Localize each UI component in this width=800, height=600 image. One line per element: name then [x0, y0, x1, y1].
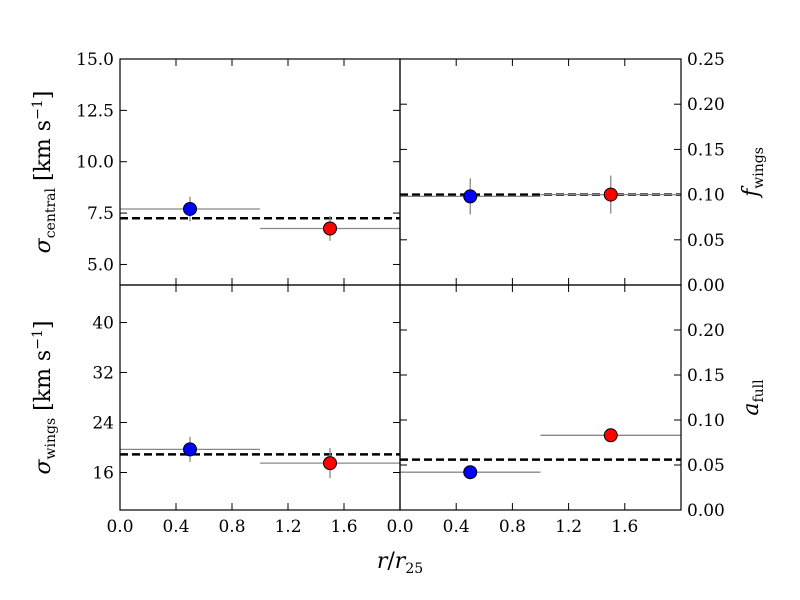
y-tick-label: 10.0: [76, 153, 114, 173]
y-axis-label-symbol: σ: [31, 458, 56, 474]
data-point: [603, 428, 618, 443]
x-tick-label: 1.2: [555, 517, 582, 537]
x-tick-label: 0.4: [162, 517, 189, 537]
y-axis-label-units-sup: −1: [30, 99, 46, 120]
y-axis-label-units-close: ]: [31, 321, 56, 330]
y-tick-label: 0.20: [687, 95, 725, 115]
x-tick-label: 0.8: [499, 517, 526, 537]
y-tick-label: 0.15: [687, 140, 725, 160]
top-left-panel: 5.0 7.5 10.0 12.5 15.0 σcentral [km s−1]: [30, 50, 401, 286]
y-tick-label: 32: [92, 364, 114, 384]
y-axis-label-units-close: ]: [31, 91, 56, 100]
x-axis-label-sub: 25: [405, 561, 423, 577]
data-point: [323, 456, 337, 471]
y-axis-label-symbol: a: [739, 403, 764, 416]
x-axis-label-symbol2: r: [395, 549, 407, 574]
y-axis-label: σwings [km s−1]: [30, 321, 59, 475]
y-tick-label: 0.00: [687, 276, 725, 296]
data-point: [183, 201, 197, 216]
bottom-right-panel: 0.00 0.05 0.10 0.15 0.20 0.0 0.4 0.8 1.2 1.6 afull: [386, 284, 767, 537]
y-axis-label-units: [km s: [31, 120, 56, 188]
y-tick-label: 5.0: [87, 255, 114, 275]
y-tick-label: 0.15: [687, 366, 725, 386]
y-tick-label: 0.20: [687, 321, 725, 341]
y-tick-label: 12.5: [76, 101, 114, 121]
data-point: [603, 187, 618, 202]
y-tick-label: 0.05: [687, 231, 725, 251]
y-axis-label-sub: wings: [751, 147, 767, 189]
x-tick-label: 1.2: [274, 517, 301, 537]
y-axis-label: fwings: [739, 147, 767, 199]
y-axis-label-units-sup: −1: [30, 329, 46, 350]
y-tick-label: 0.00: [687, 501, 725, 521]
x-axis-label-symbol: r: [377, 549, 389, 574]
top-right-panel: 0.00 0.05 0.10 0.15 0.20 0.25 fwings: [399, 50, 767, 296]
x-axis-label: r/r25: [377, 549, 423, 577]
x-tick-label: 0.4: [443, 517, 470, 537]
y-tick-label: 40: [92, 314, 114, 334]
panel-frame: [399, 58, 682, 286]
y-tick-label: 16: [92, 464, 114, 484]
y-axis-label: σcentral [km s−1]: [30, 91, 59, 254]
x-tick-label: 1.6: [611, 517, 638, 537]
y-axis-label-sub: wings: [43, 418, 59, 460]
bottom-left-panel: 16 24 32 40 0.0 0.4 0.8 1.2 1.6 σwings [km s−1]: [30, 284, 401, 537]
panel-frame: [399, 284, 682, 511]
y-tick-label: 0.05: [687, 456, 725, 476]
y-tick-label: 0.10: [687, 411, 725, 431]
y-tick-label: 0.10: [687, 186, 725, 206]
y-axis-label-sub: full: [751, 379, 767, 403]
x-tick-label: 0.0: [106, 517, 133, 537]
data-point: [463, 189, 478, 204]
panel-frame: [119, 58, 401, 286]
data-point: [183, 442, 197, 457]
y-axis-label-symbol: σ: [31, 237, 56, 253]
y-tick-label: 0.25: [687, 50, 725, 70]
y-tick-label: 24: [92, 414, 114, 434]
y-axis-label-sub: central: [43, 187, 59, 238]
y-tick-label: 7.5: [87, 204, 114, 224]
x-tick-label: 0.0: [386, 517, 413, 537]
x-tick-label: 0.8: [218, 517, 245, 537]
x-tick-label: 1.6: [330, 517, 357, 537]
panel-frame: [119, 284, 401, 511]
data-point: [323, 221, 337, 236]
y-axis-label-units: [km s: [31, 350, 56, 418]
y-tick-label: 15.0: [76, 50, 114, 70]
y-axis-label: afull: [739, 379, 767, 416]
data-point: [463, 465, 478, 480]
x-axis-label-slash: /: [387, 549, 395, 574]
